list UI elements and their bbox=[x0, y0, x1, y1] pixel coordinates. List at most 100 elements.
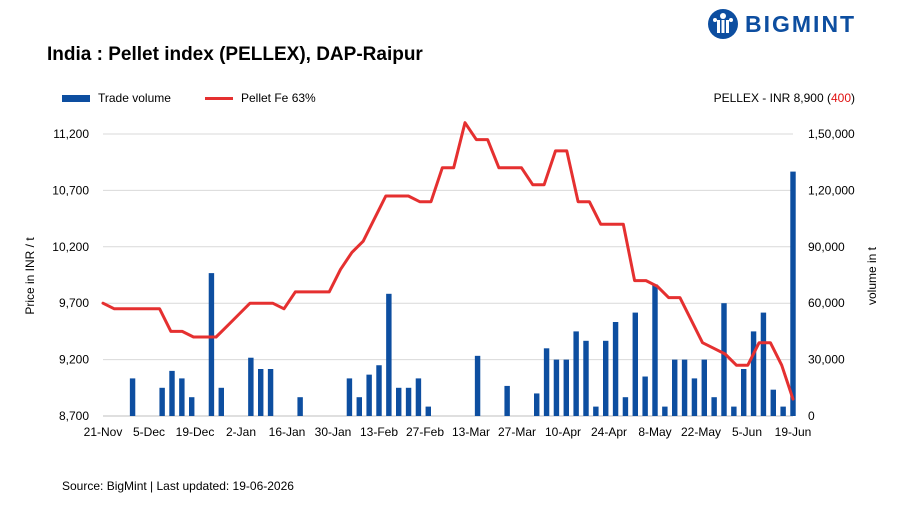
volume-bar bbox=[563, 359, 569, 416]
logo-text: BIGMINT bbox=[745, 10, 857, 37]
x-tick-label: 13-Feb bbox=[360, 425, 398, 439]
x-tick-label: 27-Feb bbox=[406, 425, 444, 439]
legend-item-trade-volume: Trade volume bbox=[62, 91, 171, 105]
left-tick-label: 11,200 bbox=[53, 127, 89, 141]
x-tick-label: 8-May bbox=[638, 425, 671, 439]
volume-bar bbox=[474, 355, 481, 416]
volume-bar bbox=[652, 284, 658, 416]
volume-bar bbox=[425, 406, 431, 416]
x-tick-label: 5-Jun bbox=[732, 425, 762, 439]
legend-item-pellet: Pellet Fe 63% bbox=[205, 91, 316, 105]
x-tick-label: 5-Dec bbox=[133, 425, 165, 439]
right-tick-label: 60,000 bbox=[808, 296, 845, 310]
volume-bar bbox=[711, 397, 717, 416]
volume-bar bbox=[780, 406, 786, 416]
legend-label-trade-volume: Trade volume bbox=[98, 91, 171, 105]
volume-bar bbox=[386, 293, 392, 416]
volume-bar bbox=[159, 387, 165, 416]
right-tick-label: 1,50,000 bbox=[808, 127, 855, 141]
volume-bar bbox=[790, 171, 796, 416]
pellex-change: 400 bbox=[830, 91, 851, 105]
volume-bar bbox=[297, 397, 303, 416]
volume-bar bbox=[770, 389, 776, 416]
volume-bar bbox=[760, 312, 767, 416]
volume-bar bbox=[267, 369, 274, 416]
volume-bar bbox=[662, 406, 668, 416]
volume-bar bbox=[721, 303, 727, 416]
volume-bar bbox=[129, 378, 136, 416]
legend-label-pellet: Pellet Fe 63% bbox=[241, 91, 316, 105]
right-tick-label: 90,000 bbox=[808, 240, 845, 254]
x-tick-label: 2-Jan bbox=[226, 425, 256, 439]
x-tick-label: 19-Dec bbox=[176, 425, 215, 439]
bigmint-logo-icon bbox=[708, 9, 738, 39]
volume-bar bbox=[573, 331, 579, 416]
x-tick-label: 30-Jan bbox=[315, 425, 352, 439]
left-tick-label: 9,200 bbox=[59, 353, 89, 367]
volume-bar bbox=[622, 397, 629, 416]
brand-logo: BIGMINT bbox=[707, 8, 856, 40]
line-series bbox=[101, 121, 795, 401]
volume-bar bbox=[701, 359, 707, 416]
x-tick-label: 16-Jan bbox=[269, 425, 306, 439]
right-axis-title: volume in t bbox=[865, 246, 879, 305]
right-tick-label: 30,000 bbox=[808, 353, 845, 367]
pellex-prefix: PELLEX - INR 8,900 ( bbox=[713, 91, 831, 105]
pellex-price-note: PELLEX - INR 8,900 (400) bbox=[714, 91, 855, 105]
volume-bar bbox=[396, 387, 402, 416]
x-axis: 21-Nov 5-Dec 19-Dec 2-Jan 16-Jan 30-Jan 13-Feb… bbox=[84, 425, 812, 439]
right-tick-label: 1,20,000 bbox=[808, 183, 855, 197]
gridlines bbox=[103, 133, 793, 417]
bar-series bbox=[129, 171, 796, 416]
volume-bar bbox=[179, 378, 185, 416]
volume-bar bbox=[218, 387, 224, 416]
volume-bar bbox=[642, 376, 648, 416]
volume-bar bbox=[405, 387, 412, 416]
left-tick-label: 10,700 bbox=[52, 183, 89, 197]
volume-bar bbox=[543, 348, 550, 416]
volume-bar bbox=[258, 369, 264, 416]
x-tick-label: 22-May bbox=[681, 425, 721, 439]
volume-bar bbox=[346, 378, 353, 416]
volume-bar bbox=[672, 359, 678, 416]
x-tick-label: 27-Mar bbox=[498, 425, 536, 439]
chart-canvas: 8,700 9,200 9,700 10,200 10,700 11,200 0 30,00… bbox=[23, 121, 879, 439]
volume-bar bbox=[750, 331, 757, 416]
right-axis: 0 30,000 60,000 90,000 1,20,000 1,50,000 bbox=[808, 127, 855, 423]
volume-bar bbox=[169, 370, 175, 416]
volume-bar bbox=[208, 273, 215, 416]
volume-bar bbox=[612, 322, 619, 416]
volume-bar bbox=[534, 393, 540, 416]
volume-bar bbox=[553, 359, 560, 416]
x-tick-label: 13-Mar bbox=[452, 425, 490, 439]
left-axis: 8,700 9,200 9,700 10,200 10,700 11,200 bbox=[52, 127, 89, 423]
volume-bar bbox=[356, 397, 362, 416]
volume-bar bbox=[189, 397, 195, 416]
volume-bar bbox=[504, 385, 510, 416]
volume-bar bbox=[741, 369, 747, 416]
volume-bar bbox=[248, 357, 254, 416]
chart-title: India : Pellet index (PELLEX), DAP-Raipu… bbox=[47, 44, 423, 65]
volume-bar bbox=[681, 359, 688, 416]
volume-bar bbox=[366, 374, 372, 416]
volume-bar bbox=[691, 378, 698, 416]
left-tick-label: 8,700 bbox=[59, 409, 89, 423]
left-tick-label: 9,700 bbox=[59, 296, 89, 310]
x-tick-label: 19-Jun bbox=[775, 425, 812, 439]
x-tick-label: 10-Apr bbox=[545, 425, 581, 439]
source-note: Source: BigMint | Last updated: 19-06-20… bbox=[62, 479, 294, 493]
x-tick-label: 21-Nov bbox=[84, 425, 123, 439]
volume-bar bbox=[415, 378, 422, 416]
left-tick-label: 10,200 bbox=[52, 240, 89, 254]
volume-bar bbox=[603, 340, 609, 416]
price-line bbox=[101, 121, 795, 401]
legend-line-swatch bbox=[205, 96, 233, 100]
x-tick-label: 24-Apr bbox=[591, 425, 627, 439]
volume-bar bbox=[593, 406, 599, 416]
volume-bar bbox=[376, 365, 382, 416]
right-tick-label: 0 bbox=[808, 409, 815, 423]
legend-bar-swatch bbox=[62, 94, 90, 102]
volume-bar bbox=[731, 406, 737, 416]
left-axis-title: Price in INR / t bbox=[23, 237, 37, 315]
volume-bar bbox=[583, 340, 589, 416]
